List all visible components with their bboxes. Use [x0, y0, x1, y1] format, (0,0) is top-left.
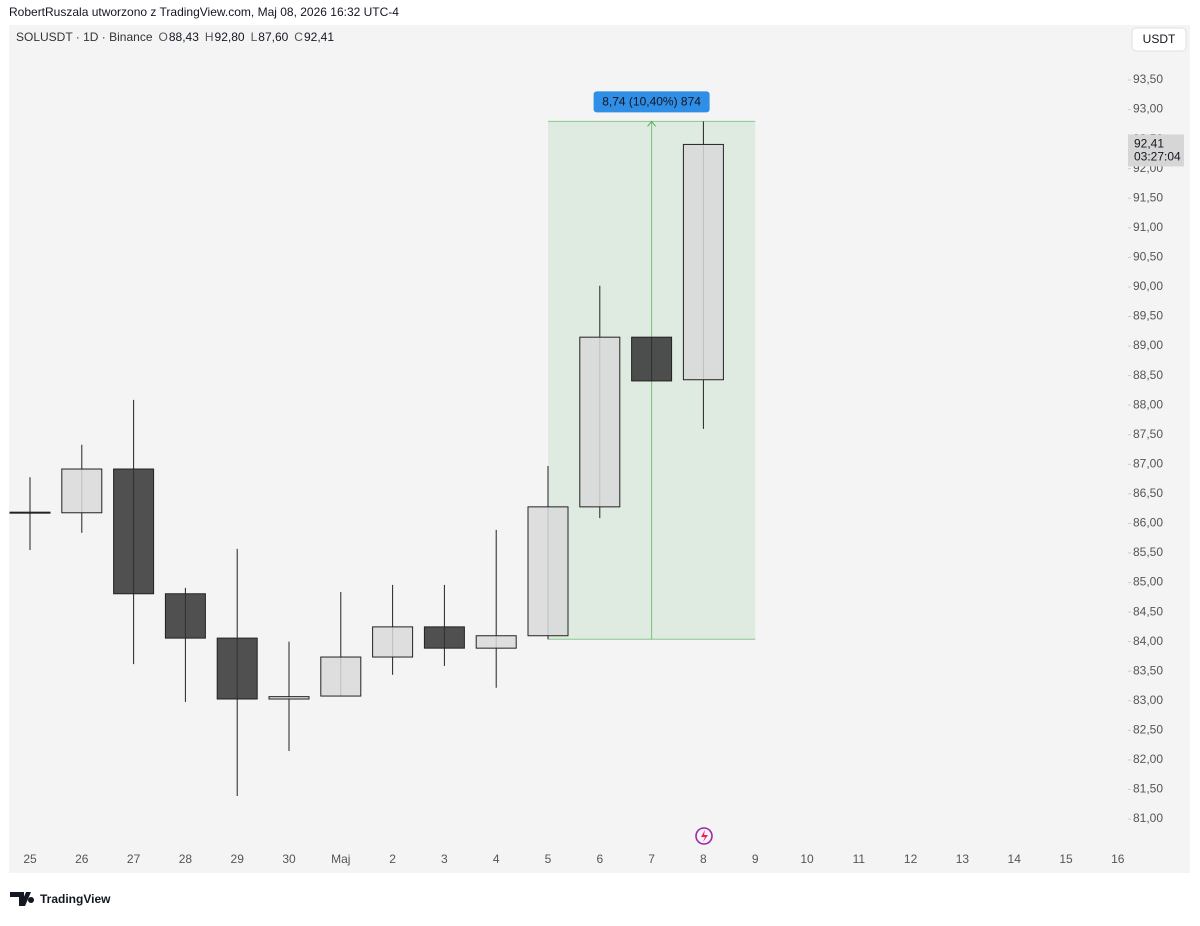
- y-tick-label: 83,00: [1133, 693, 1163, 707]
- x-tick-label: 27: [127, 852, 141, 866]
- brand-logo: [10, 892, 35, 906]
- x-tick-label: 9: [752, 852, 759, 866]
- y-tick-label: 81,00: [1133, 811, 1163, 825]
- x-tick-label: 10: [800, 852, 814, 866]
- last-price-label: 92,41: [1134, 137, 1164, 151]
- plot: 81,00 81,50 82,00 82,50 83,00 83,50 84,00 84,50…: [9, 72, 1184, 866]
- measure-label-box: [593, 91, 710, 113]
- y-tick-label: 90,00: [1133, 279, 1163, 293]
- y-tick-label: 87,00: [1133, 456, 1163, 470]
- y-tick-label: 88,00: [1133, 397, 1163, 411]
- ohlc-key: L: [251, 30, 258, 44]
- x-tick-label: 26: [75, 852, 89, 866]
- last-price-box: [1128, 134, 1184, 167]
- candle-body: [527, 506, 569, 637]
- y-tick-label: 91,50: [1133, 190, 1163, 204]
- ohlc-key: H: [205, 30, 214, 44]
- measure-arrowhead: [647, 120, 656, 127]
- symbol-line: SOLUSDT · 1D · Binance O88,43 H92,80 L87,60…: [16, 30, 334, 44]
- y-tick-label: 84,00: [1133, 634, 1163, 648]
- x-tick-label: 29: [231, 852, 245, 866]
- y-tick-label: 85,00: [1133, 575, 1163, 589]
- y-tick-label: 84,50: [1133, 604, 1163, 618]
- candle-body: [268, 696, 310, 700]
- candle-body: [682, 143, 724, 381]
- ohlc-value: 88,43: [169, 30, 199, 44]
- x-tick-label: 15: [1059, 852, 1073, 866]
- candle-body: [475, 635, 517, 649]
- x-tick-label: 14: [1008, 852, 1022, 866]
- x-tick-label: 8: [700, 852, 707, 866]
- y-tick-label: 86,50: [1133, 486, 1163, 500]
- x-tick-label: 16: [1111, 852, 1125, 866]
- x-tick-label: 4: [493, 852, 500, 866]
- attribution: RobertRuszala utworzono z TradingView.co…: [9, 5, 399, 19]
- candle-body: [423, 626, 465, 649]
- y-tick-label: 83,50: [1133, 663, 1163, 677]
- currency-label: USDT: [1143, 32, 1176, 46]
- candle-body: [631, 336, 673, 382]
- x-tick-label: 30: [282, 852, 296, 866]
- y-tick-label: 86,00: [1133, 516, 1163, 530]
- x-tick-label: 5: [545, 852, 552, 866]
- y-tick-label: 81,50: [1133, 782, 1163, 796]
- symbol: SOLUSDT · 1D · Binance: [16, 30, 153, 44]
- x-tick-label: 6: [596, 852, 603, 866]
- candle-body: [61, 468, 103, 514]
- y-tick-label: 82,00: [1133, 752, 1163, 766]
- event-icon[interactable]: [695, 827, 713, 845]
- ohlc-value: 87,60: [258, 30, 288, 44]
- y-tick-label: 88,50: [1133, 368, 1163, 382]
- candle-body: [372, 626, 414, 658]
- x-tick-label: 12: [904, 852, 918, 866]
- countdown: 03:27:04: [1134, 150, 1181, 164]
- y-tick-label: 89,50: [1133, 309, 1163, 323]
- y-tick-label: 93,50: [1133, 72, 1163, 86]
- y-tick-label: 89,00: [1133, 338, 1163, 352]
- x-tick-label: 13: [956, 852, 970, 866]
- y-tick-label: 82,50: [1133, 723, 1163, 737]
- ohlc-value: 92,41: [304, 30, 334, 44]
- candle-body: [579, 336, 621, 508]
- y-tick-label: 93,00: [1133, 102, 1163, 116]
- candle-body: [320, 656, 362, 697]
- x-tick-label: 3: [441, 852, 448, 866]
- measure-label: 8,74 (10,40%) 874: [602, 95, 701, 109]
- ohlc-key: C: [294, 30, 303, 44]
- ohlc-value: 92,80: [215, 30, 245, 44]
- event-bolt: [701, 830, 708, 842]
- x-tick-label: 7: [648, 852, 655, 866]
- brand: TradingView: [40, 892, 111, 906]
- x-tick-label: 2: [389, 852, 396, 866]
- y-tick-label: 87,50: [1133, 427, 1163, 441]
- candle-body: [113, 468, 155, 595]
- y-tick-label: 91,00: [1133, 220, 1163, 234]
- x-tick-label: Maj: [331, 852, 350, 866]
- x-tick-label: 11: [853, 852, 866, 866]
- candle-body: [216, 637, 258, 700]
- x-tick-label: 25: [23, 852, 37, 866]
- currency-button[interactable]: [1131, 27, 1187, 52]
- y-tick-label: 85,50: [1133, 545, 1163, 559]
- ohlc-key: O: [159, 30, 168, 44]
- candle-body: [9, 511, 51, 514]
- candle-body: [164, 593, 206, 639]
- x-tick-label: 28: [179, 852, 193, 866]
- y-tick-label: 90,50: [1133, 250, 1163, 264]
